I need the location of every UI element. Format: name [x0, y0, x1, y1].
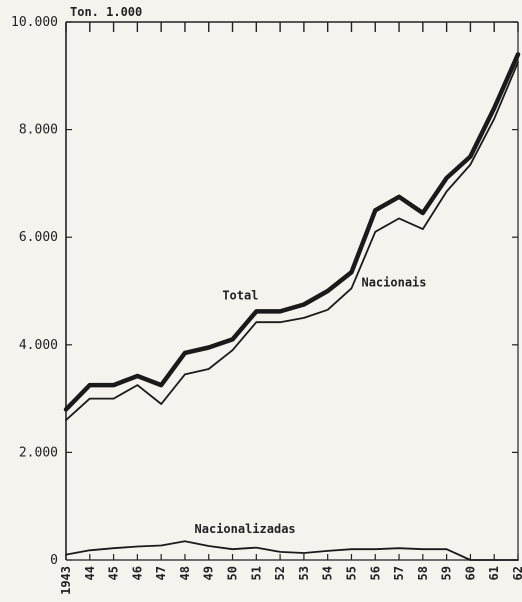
x-tick-label-17: 60 [463, 566, 477, 580]
axes [65, 21, 519, 561]
y-tick-label-2: 4.000 [19, 338, 58, 353]
x-tick-label-14: 57 [392, 566, 406, 580]
x-tick-label-12: 55 [344, 566, 358, 580]
x-tick-label-11: 54 [321, 566, 335, 580]
x-tick-label-9: 52 [273, 566, 287, 580]
y-tick-label-4: 8.000 [19, 123, 58, 138]
y-tick-label-1: 2.000 [19, 445, 58, 460]
series-line-nacionais [65, 61, 519, 421]
x-tick-label-5: 48 [178, 566, 192, 580]
x-tick-label-4: 47 [154, 566, 168, 580]
labels: 0 2.000 4.000 6.000 8.000 10.000 1943 44 45 46 47 4… [11, 5, 522, 595]
series-label-total: Total [222, 288, 258, 302]
x-tick-label-8: 51 [249, 566, 263, 580]
x-tick-label-18: 61 [487, 566, 501, 580]
x-tick-label-2: 45 [107, 566, 121, 580]
x-tick-label-13: 56 [368, 566, 382, 580]
x-tick-label-16: 59 [440, 566, 454, 580]
x-tick-label-1: 44 [83, 566, 97, 580]
y-tick-label-5: 10.000 [11, 15, 58, 30]
x-tick-label-7: 50 [226, 566, 240, 580]
series-layer [63, 52, 521, 561]
x-tick-label-19: 62 [511, 566, 522, 580]
x-tick-label-6: 49 [202, 566, 216, 580]
y-tick-label-0: 0 [50, 553, 58, 568]
series-label-nacionais: Nacionais [361, 275, 426, 289]
x-tick-label-3: 46 [130, 566, 144, 580]
series-label-nacionalizadas: Nacionalizadas [195, 522, 296, 536]
series-line-nacionalizadas [65, 540, 519, 561]
x-tick-label-15: 58 [416, 566, 430, 580]
series-line-total [63, 52, 521, 412]
y-unit-label: Ton. 1.000 [70, 5, 142, 19]
x-tick-label-0: 1943 [59, 566, 73, 595]
x-tick-label-10: 53 [297, 566, 311, 580]
y-tick-label-3: 6.000 [19, 230, 58, 245]
